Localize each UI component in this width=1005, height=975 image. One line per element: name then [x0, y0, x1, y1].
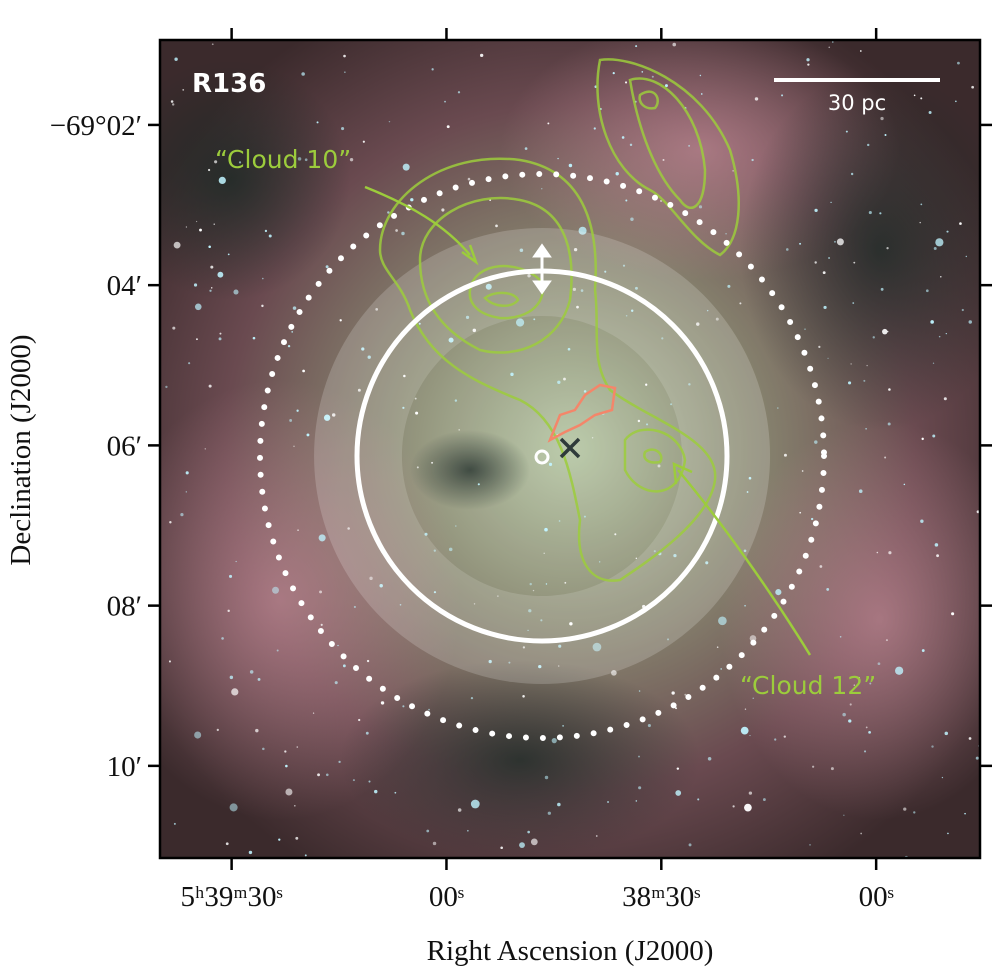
plot-frame [158, 38, 982, 860]
annotation: “Cloud 12” [740, 671, 876, 700]
y-tick-label: 10′ [107, 751, 142, 783]
y-tick-label: 06′ [107, 430, 142, 462]
x-tick-label: 5ʰ39ᵐ30ˢ [181, 881, 283, 913]
annotation: “Cloud 10” [215, 145, 351, 174]
x-axis-label: Right Ascension (J2000) [427, 935, 714, 967]
y-tick-label: −69°02′ [50, 110, 142, 142]
y-tick-label: 08′ [107, 591, 142, 623]
x-tick-label: 38ᵐ30ˢ [622, 881, 700, 913]
annotation: R136 [192, 69, 266, 99]
sky-image: R136 30 pc “Cloud 10” “Cloud 12” [160, 40, 980, 858]
y-tick-label: 04′ [107, 270, 142, 302]
y-axis-label: Declination (J2000) [5, 334, 37, 565]
x-tick-label: 00ˢ [859, 881, 894, 913]
x-tick-label: 00ˢ [429, 881, 464, 913]
annotation: 30 pc [828, 91, 886, 115]
